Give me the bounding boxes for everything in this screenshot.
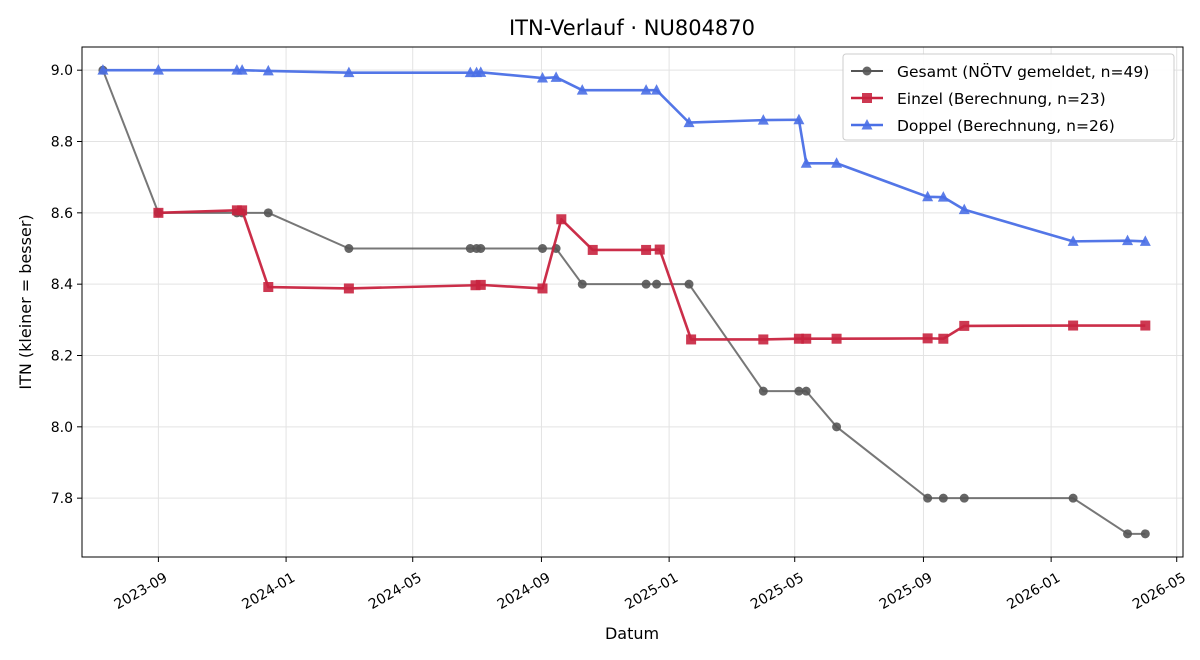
legend-box [842, 53, 1175, 141]
data-point-square [686, 334, 697, 345]
x-tick-label: 2024-01 [239, 570, 298, 613]
grid-lines [82, 47, 1183, 557]
data-point-circle [938, 493, 948, 503]
legend-marker [862, 66, 872, 76]
data-point-square [758, 334, 769, 345]
data-point-triangle [958, 203, 970, 215]
data-point-square [831, 333, 842, 344]
data-point-circle [537, 244, 547, 254]
legend-label: Doppel (Berechnung, n=26) [897, 117, 1115, 135]
x-tick-label: 2026-05 [1130, 570, 1189, 613]
data-point-square [556, 214, 567, 225]
data-point-square [587, 244, 598, 255]
series-group [97, 64, 1151, 539]
data-point-circle [263, 208, 273, 218]
x-tick-label: 2025-05 [748, 570, 807, 613]
x-tick-label: 2025-09 [877, 570, 936, 613]
data-point-square [1068, 320, 1079, 331]
data-point-triangle [831, 157, 843, 168]
data-point-triangle [262, 64, 274, 76]
data-point-circle [959, 493, 969, 503]
y-tick-label: 8.2 [51, 348, 73, 364]
data-point-square [263, 282, 274, 293]
data-point-circle [794, 386, 804, 396]
data-point-circle [641, 279, 651, 289]
data-point-triangle [536, 72, 548, 83]
data-point-triangle [97, 64, 109, 75]
data-point-square [475, 279, 486, 290]
data-point-square [470, 280, 481, 291]
plot-area [81, 46, 1184, 558]
data-point-triangle [793, 113, 805, 125]
y-tick-label: 8.6 [51, 206, 73, 222]
data-point-triangle [800, 157, 812, 168]
y-tick-label: 8.4 [51, 277, 73, 293]
legend-label: Gesamt (NÖTV gemeldet, n=49) [897, 62, 1149, 81]
data-point-circle [684, 279, 694, 289]
x-axis-label: Datum [605, 624, 659, 643]
y-tick-label: 8.8 [51, 135, 73, 151]
data-point-triangle [152, 64, 164, 75]
y-axis-label: ITN (kleiner = besser) [16, 214, 35, 389]
data-point-triangle [651, 84, 663, 95]
chart-title: ITN-Verlauf · NU804870 [509, 16, 755, 40]
data-point-triangle [1067, 235, 1079, 246]
data-point-circle [832, 422, 842, 432]
data-point-circle [652, 279, 662, 289]
legend: Gesamt (NÖTV gemeldet, n=49) Einzel (Bere… [842, 53, 1175, 141]
data-point-triangle [937, 191, 949, 202]
data-point-square [237, 205, 248, 216]
x-tick-label: 2026-01 [1004, 570, 1063, 613]
data-point-circle [923, 493, 933, 503]
data-point-triangle [922, 190, 934, 202]
series-line-square [158, 209, 1146, 341]
data-point-triangle [757, 114, 769, 125]
y-tick-label: 7.8 [51, 491, 73, 507]
legend-label: Einzel (Berechnung, n=23) [897, 90, 1106, 108]
data-point-square [938, 333, 949, 344]
x-tick-label: 2025-01 [622, 570, 681, 613]
data-point-square [641, 244, 652, 255]
legend-marker [862, 93, 872, 103]
data-point-circle [1140, 529, 1150, 539]
data-point-circle [476, 244, 486, 254]
data-point-triangle [576, 84, 588, 95]
data-point-triangle [1139, 235, 1151, 246]
data-point-circle [577, 279, 587, 289]
data-point-triangle [683, 116, 695, 128]
data-point-circle [758, 386, 768, 396]
x-tick-label: 2024-09 [495, 570, 554, 613]
legend-marker [861, 119, 873, 130]
y-tick-label: 8.0 [51, 420, 73, 436]
data-point-circle [1123, 529, 1133, 539]
data-point-square [537, 283, 548, 294]
x-axis: 2023-09 2024-01 2024-05 2024-09 2025-01 2025-… [112, 557, 1189, 613]
data-point-square [922, 333, 933, 344]
data-point-triangle [550, 71, 562, 82]
data-point-square [959, 320, 970, 331]
data-point-triangle [475, 66, 487, 77]
data-point-triangle [1122, 234, 1134, 246]
data-point-square [231, 205, 242, 216]
data-point-circle [465, 244, 475, 254]
data-point-triangle [343, 66, 355, 78]
data-point-square [793, 333, 804, 344]
data-point-circle [344, 244, 354, 254]
data-point-square [153, 207, 164, 218]
x-tick-label: 2024-05 [366, 570, 425, 613]
y-tick-label: 9.0 [51, 63, 73, 79]
x-tick-label: 2023-09 [112, 570, 171, 613]
data-point-square [801, 333, 812, 344]
y-axis: 7.8 8.0 8.2 8.4 8.6 8.8 9.0 [51, 63, 82, 507]
data-point-triangle [640, 84, 652, 95]
data-point-square [1140, 320, 1151, 331]
data-point-triangle [236, 64, 248, 75]
data-point-circle [1068, 493, 1078, 503]
data-point-square [654, 244, 665, 255]
data-point-circle [801, 386, 811, 396]
data-point-square [343, 283, 354, 294]
